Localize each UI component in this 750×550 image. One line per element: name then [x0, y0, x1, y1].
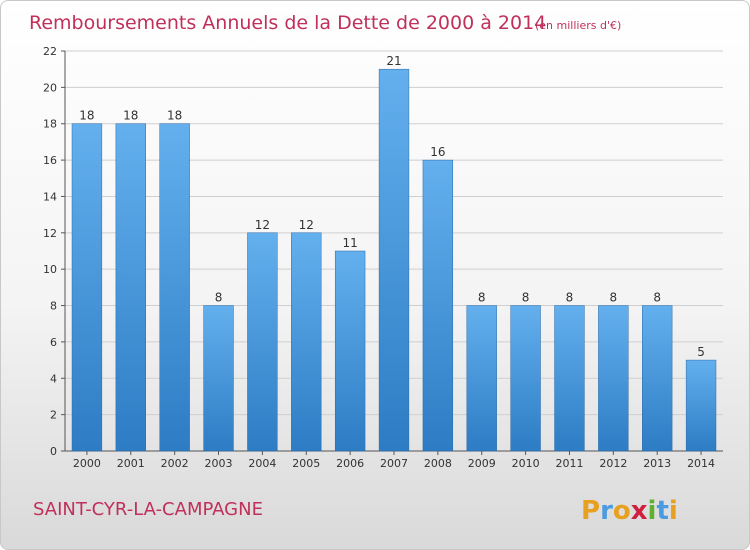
- data-label-2009: 8: [478, 291, 486, 305]
- y-tick-label: 8: [50, 300, 57, 313]
- data-label-2010: 8: [522, 291, 530, 305]
- bar-2011: [554, 305, 585, 452]
- data-label-2002: 18: [167, 109, 182, 123]
- x-tick-label-2006: 2006: [336, 457, 364, 470]
- data-label-2008: 16: [430, 145, 445, 159]
- x-tick-label-2005: 2005: [292, 457, 320, 470]
- data-label-2003: 8: [215, 291, 223, 305]
- y-tick-label: 18: [43, 118, 57, 131]
- bar-2000: [71, 123, 103, 452]
- x-tick-label-2014: 2014: [687, 457, 715, 470]
- y-tick-label: 4: [50, 372, 57, 385]
- bar-2007: [378, 68, 410, 452]
- y-tick-label: 20: [43, 81, 57, 94]
- y-tick-label: 6: [50, 336, 57, 349]
- city-name: SAINT-CYR-LA-CAMPAGNE: [33, 499, 263, 520]
- x-tick-labels: 2000 2001 2002 2003 2004 2005 2006 2007 2008 2009…: [73, 457, 715, 470]
- x-tick-label-2012: 2012: [599, 457, 627, 470]
- data-label-2005: 12: [299, 218, 314, 232]
- y-tick-label: 12: [43, 227, 57, 240]
- proxiti-logo: Proxiti: [581, 496, 678, 526]
- chart-unit-note: (en milliers d'€): [535, 19, 621, 32]
- y-tick-label: 16: [43, 154, 57, 167]
- y-tick-label: 0: [50, 445, 57, 458]
- data-label-2014: 5: [697, 345, 705, 359]
- x-tick-label-2011: 2011: [555, 457, 583, 470]
- x-tick-label-2002: 2002: [161, 457, 189, 470]
- x-tick-label-2003: 2003: [205, 457, 233, 470]
- x-tick-label-2004: 2004: [248, 457, 276, 470]
- x-tick-label-2010: 2010: [512, 457, 540, 470]
- bars: [71, 68, 717, 452]
- y-tick-labels: 0 2 4 6 8 10 12 14 16 18 20 22: [43, 45, 57, 458]
- bar-2010: [510, 305, 541, 452]
- data-label-2006: 11: [342, 236, 357, 250]
- bar-2003: [203, 305, 234, 452]
- logo-letter: t: [656, 496, 668, 526]
- bar-2008: [422, 159, 454, 452]
- logo-letter: P: [581, 496, 600, 526]
- data-labels: 18 18 18 8 12 12 11 21 16 8 8 8 8 8 5: [79, 54, 705, 359]
- x-tick-label-2000: 2000: [73, 457, 101, 470]
- logo-letter: x: [631, 496, 648, 526]
- logo-letter: i: [648, 496, 657, 526]
- data-label-2011: 8: [566, 291, 574, 305]
- bar-2013: [642, 305, 673, 452]
- data-label-2012: 8: [610, 291, 618, 305]
- bar-2004: [247, 232, 278, 452]
- bar-2002: [159, 123, 190, 452]
- bar-2012: [598, 305, 629, 452]
- bar-2009: [466, 305, 497, 452]
- bar-2014: [685, 359, 717, 452]
- x-tick-label-2013: 2013: [643, 457, 671, 470]
- logo-letter: o: [613, 496, 631, 526]
- x-tick-label-2008: 2008: [424, 457, 452, 470]
- x-tick-label-2007: 2007: [380, 457, 408, 470]
- logo-letter: r: [600, 496, 613, 526]
- bar-2006: [334, 250, 366, 452]
- bar-2005: [291, 232, 322, 452]
- data-label-2013: 8: [653, 291, 661, 305]
- bar-2001: [115, 123, 146, 452]
- y-tick-label: 22: [43, 45, 57, 58]
- y-tick-label: 14: [43, 190, 57, 203]
- data-label-2000: 18: [79, 109, 94, 123]
- data-label-2001: 18: [123, 109, 138, 123]
- logo-letter: i: [669, 496, 678, 526]
- data-label-2004: 12: [255, 218, 270, 232]
- y-tick-label: 2: [50, 409, 57, 422]
- data-label-2007: 21: [386, 54, 401, 68]
- y-tick-label: 10: [43, 263, 57, 276]
- x-tick-label-2001: 2001: [117, 457, 145, 470]
- chart-title: Remboursements Annuels de la Dette de 20…: [29, 12, 546, 34]
- x-tick-label-2009: 2009: [468, 457, 496, 470]
